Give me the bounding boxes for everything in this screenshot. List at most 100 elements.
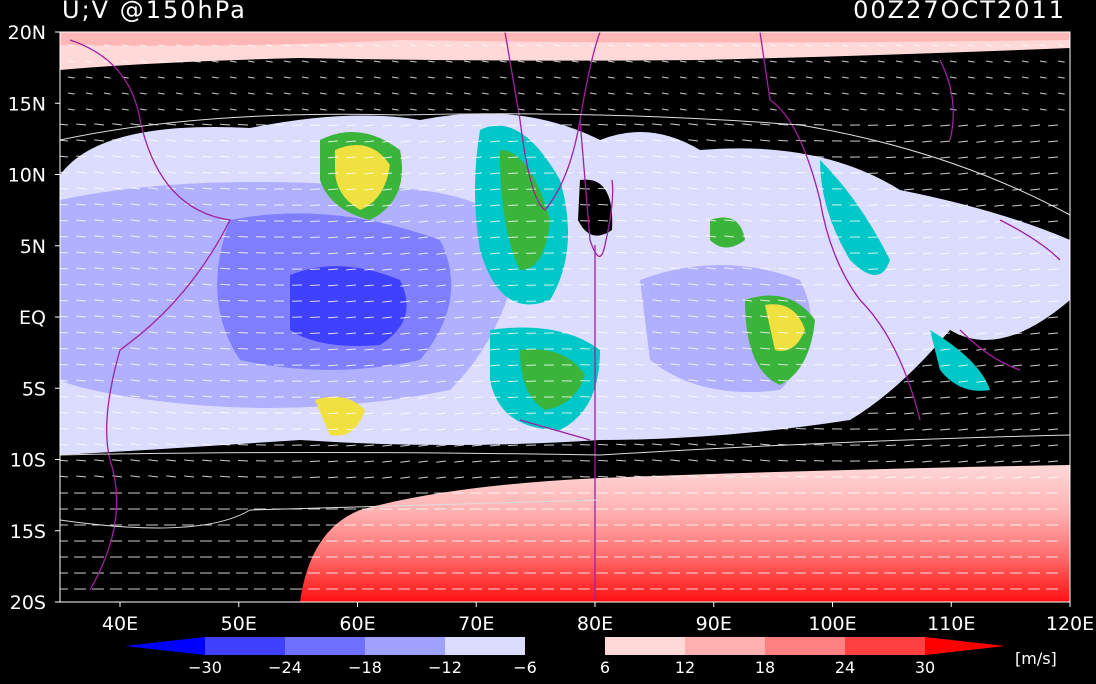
wind-arrow [598,412,608,413]
wind-arrow [796,236,806,237]
wind-arrow [310,269,320,270]
wind-arrow [598,396,608,397]
wind-arrow [220,300,230,301]
wind-arrow [508,333,518,334]
wind-arrow [508,205,518,206]
wind-arrow [310,173,320,174]
lat-label: EQ [19,307,46,329]
wind-arrow [508,445,518,446]
wind-arrow [508,189,518,190]
wind-arrow [598,476,608,477]
wind-arrow [220,396,230,397]
wind-arrow [508,477,518,478]
wind-arrow [598,316,608,317]
wind-arrow [508,173,518,174]
wind-arrow [796,380,806,381]
wind-arrow [220,156,230,157]
wind-arrow [310,237,320,238]
wind-arrow [310,253,320,254]
wind-arrow [220,140,230,141]
lat-label: 5S [22,378,46,400]
lat-label: 15N [8,93,46,115]
wind-arrow [598,124,608,125]
wind-arrow [796,364,806,365]
wind-arrow [886,221,896,222]
wind-arrow [310,477,320,478]
wind-arrow [508,125,518,126]
wind-arrow [598,332,608,333]
wind-arrow [796,252,806,253]
map-title: U;V @150hPa [62,0,247,24]
wind-arrow [886,189,896,190]
colorbar-label: −24 [268,658,302,677]
wind-arrow [310,333,320,334]
wind-arrow [310,429,320,430]
wind-arrow [598,140,608,141]
wind-arrow [598,444,608,445]
wind-arrow [310,381,320,382]
lon-label: 40E [102,613,138,635]
wind-arrow [886,381,896,382]
colorbar-segment [765,637,845,655]
wind-arrow [220,252,230,253]
colorbar-label: 30 [915,658,935,677]
wind-arrow [310,413,320,414]
wind-arrow [220,268,230,269]
wind-arrow [598,428,608,429]
wind-arrow [508,301,518,302]
wind-arrow [886,461,896,462]
wind-arrow [796,348,806,349]
lon-label: 100E [808,613,856,635]
wind-arrow [220,316,230,317]
colorbar-segment [525,637,605,655]
wind-arrow [886,141,896,142]
wind-arrow [508,221,518,222]
colorbar-label: 18 [755,658,775,677]
wind-arrow [310,285,320,286]
wind-arrow [598,204,608,205]
map-field [56,32,1070,602]
colorbar-segment [605,637,685,655]
lon-label: 90E [696,613,732,635]
colorbar-label: −18 [348,658,382,677]
wind-arrow [310,189,320,190]
wind-arrow [310,157,320,158]
lat-label: 10N [8,165,46,187]
wind-arrow [598,364,608,365]
wind-arrow [886,237,896,238]
lat-label: 10S [10,450,46,472]
wind-arrow [598,348,608,349]
wind-arrow [796,172,806,173]
wind-arrow [598,284,608,285]
wind-arrow [508,397,518,398]
colorbar-label: 12 [675,658,695,677]
wind-arrow [310,141,320,142]
wind-arrow [220,204,230,205]
wind-arrow [310,301,320,302]
wind-arrow [508,413,518,414]
wind-arrow [598,188,608,189]
wind-arrow [508,461,518,462]
wind-arrow [886,173,896,174]
wind-arrow [796,476,806,477]
wind-arrow [310,445,320,446]
wind-arrow [796,412,806,413]
colorbar-segment [685,637,765,655]
wind-arrow [508,141,518,142]
wind-arrow [508,269,518,270]
wind-arrow [886,205,896,206]
wind-arrow [508,381,518,382]
wind-arrow [508,253,518,254]
wind-arrow [220,476,230,477]
colorbar-label: 6 [600,658,610,677]
wind-arrow [508,429,518,430]
wind-arrow [598,268,608,269]
wind-arrow [796,284,806,285]
wind-arrow [598,172,608,173]
wind-arrow [598,300,608,301]
colorbar-label: −30 [188,658,222,677]
wind-arrow [310,205,320,206]
wind-arrow [220,172,230,173]
